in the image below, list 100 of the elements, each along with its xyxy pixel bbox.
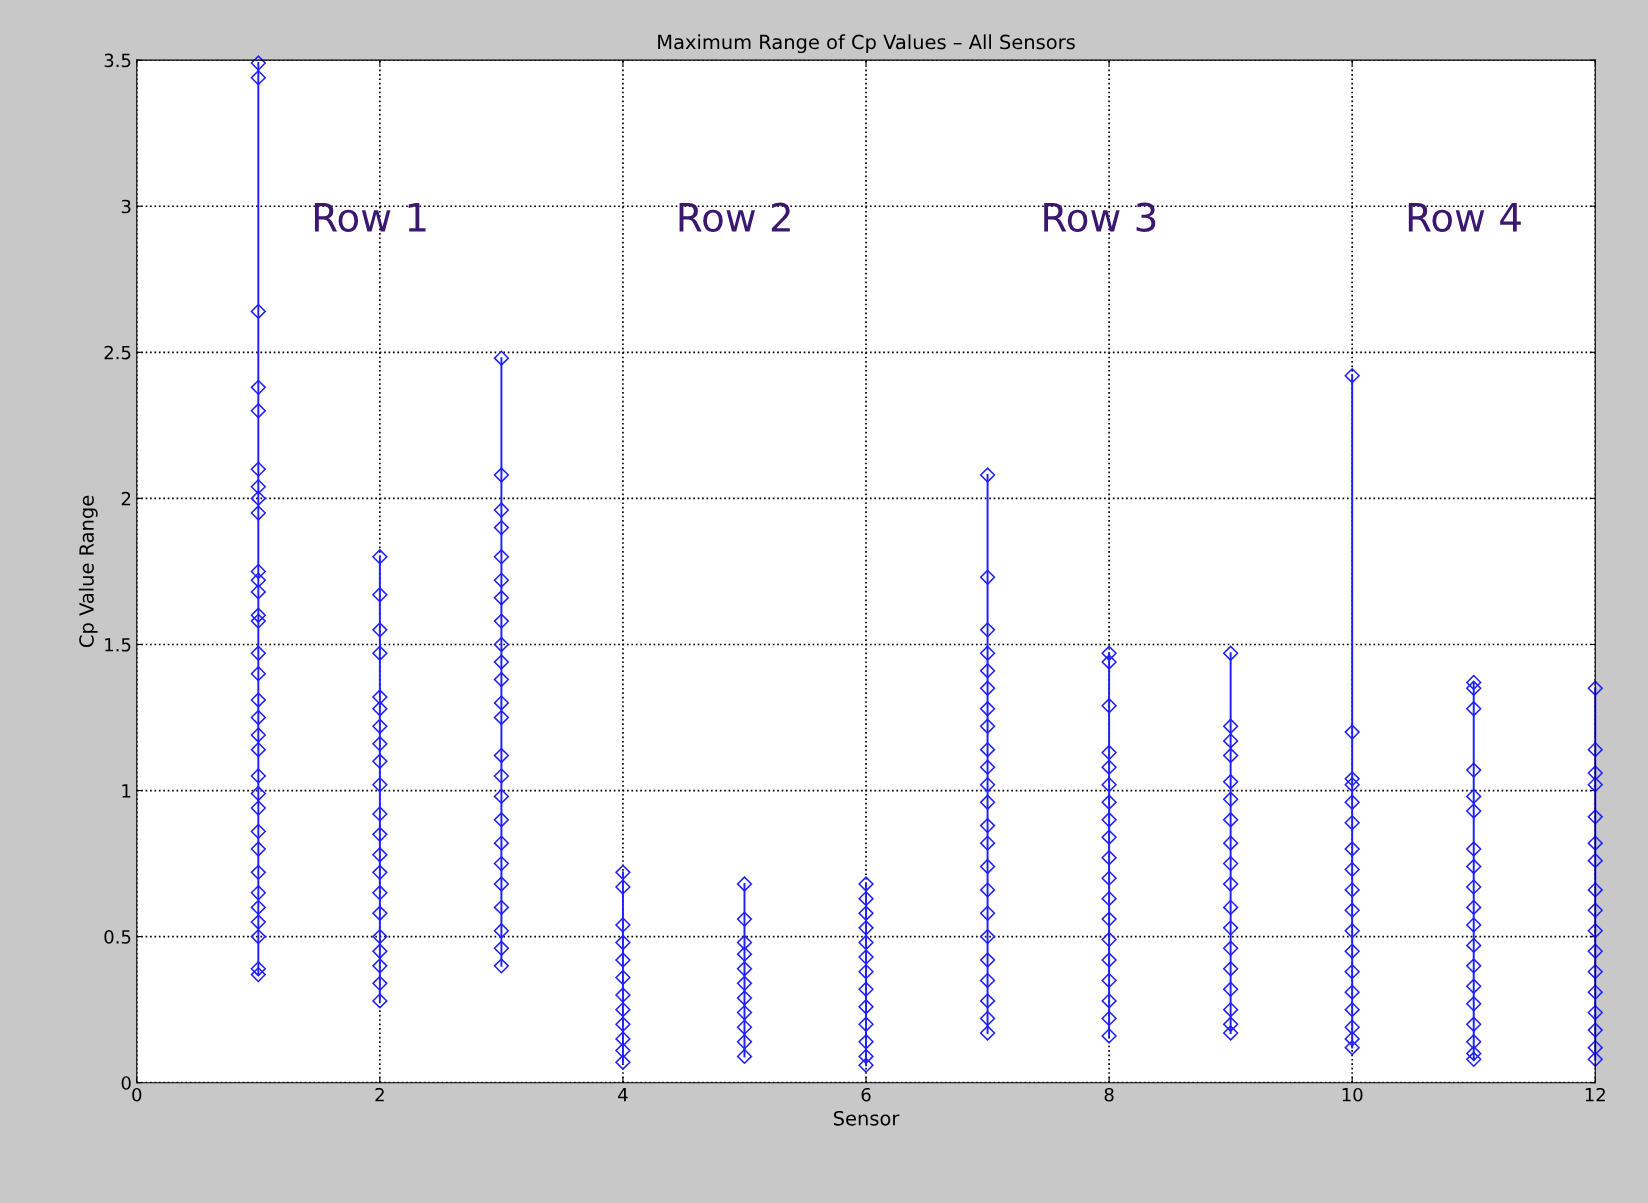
- point: [1587, 853, 1603, 869]
- point: [493, 940, 510, 956]
- point: [250, 864, 266, 880]
- point: [1223, 1025, 1239, 1041]
- point: [1466, 978, 1482, 994]
- point: [1587, 1051, 1603, 1067]
- point: [250, 666, 266, 682]
- point: [250, 727, 266, 743]
- point: [736, 1019, 753, 1035]
- point: [1101, 777, 1117, 793]
- point: [1344, 794, 1360, 810]
- annotation: Row 4: [1408, 203, 1521, 232]
- point: [979, 905, 996, 921]
- point: [250, 914, 266, 930]
- point: [1344, 777, 1360, 793]
- point: [493, 923, 510, 939]
- point: [493, 671, 510, 688]
- point: [1344, 943, 1360, 959]
- point: [1344, 1040, 1360, 1056]
- point: [1344, 1031, 1360, 1047]
- point: [1344, 923, 1360, 939]
- point: [493, 899, 510, 916]
- point: [979, 718, 996, 734]
- point: [858, 905, 874, 921]
- x-tick-label: 8: [1104, 1087, 1114, 1102]
- point: [979, 622, 996, 638]
- point: [1466, 899, 1482, 916]
- point: [493, 549, 510, 565]
- point: [250, 70, 266, 86]
- point: [1466, 917, 1482, 933]
- point: [1344, 984, 1360, 1000]
- point: [493, 519, 510, 536]
- point: [979, 993, 996, 1009]
- point: [1466, 803, 1482, 819]
- point: [736, 1034, 753, 1050]
- point: [1223, 940, 1239, 956]
- point: [1223, 774, 1239, 790]
- point: [615, 917, 631, 933]
- point: [736, 975, 753, 992]
- point: [250, 613, 266, 629]
- point: [858, 1034, 874, 1050]
- x-tick-label: 6: [861, 1087, 871, 1102]
- y-tick-label: 1.5: [105, 638, 131, 652]
- point: [250, 584, 266, 600]
- point: [372, 975, 388, 992]
- x-tick-label: 2: [375, 1087, 384, 1102]
- point: [979, 1025, 996, 1041]
- point: [372, 885, 388, 901]
- point: [372, 777, 388, 793]
- y-tick-label: 0.5: [104, 930, 131, 944]
- point: [250, 899, 266, 916]
- point: [736, 934, 753, 951]
- x-tick-label: 0: [132, 1087, 142, 1102]
- point: [1466, 788, 1482, 805]
- point: [615, 879, 631, 895]
- point: [250, 572, 266, 588]
- point: [858, 964, 874, 980]
- point: [1587, 809, 1603, 825]
- point: [493, 613, 510, 629]
- point: [736, 911, 753, 927]
- point: [1466, 1016, 1482, 1032]
- point: [1101, 972, 1117, 989]
- point: [979, 858, 996, 875]
- point: [250, 479, 266, 495]
- point: [1587, 777, 1603, 793]
- point: [1466, 680, 1482, 696]
- point: [858, 1048, 874, 1065]
- point: [1101, 870, 1117, 886]
- point: [979, 777, 996, 793]
- point: [1101, 931, 1117, 948]
- point: [1344, 368, 1360, 384]
- point: [615, 1031, 631, 1047]
- point: [615, 1042, 631, 1059]
- y-axis-title: Cp Value Range: [78, 495, 98, 647]
- point: [979, 467, 996, 483]
- point: [1587, 984, 1603, 1000]
- point: [493, 572, 510, 588]
- point: [1101, 952, 1117, 968]
- point: [372, 701, 388, 717]
- point: [1587, 1022, 1603, 1038]
- point: [372, 958, 388, 974]
- point: [493, 768, 510, 784]
- point: [858, 920, 874, 936]
- point: [493, 350, 510, 366]
- point: [979, 928, 996, 945]
- y-tick-label: 3: [121, 199, 131, 214]
- point: [858, 876, 874, 892]
- point: [979, 952, 996, 968]
- point: [372, 549, 388, 565]
- point: [1587, 680, 1603, 696]
- point: [1466, 937, 1482, 954]
- point: [1101, 1028, 1117, 1044]
- point: [1466, 958, 1482, 974]
- point: [250, 785, 266, 802]
- point: [250, 800, 266, 816]
- point: [1101, 645, 1117, 661]
- point: [858, 949, 874, 965]
- point: [1466, 858, 1482, 875]
- point: [979, 645, 996, 661]
- point: [1587, 964, 1603, 980]
